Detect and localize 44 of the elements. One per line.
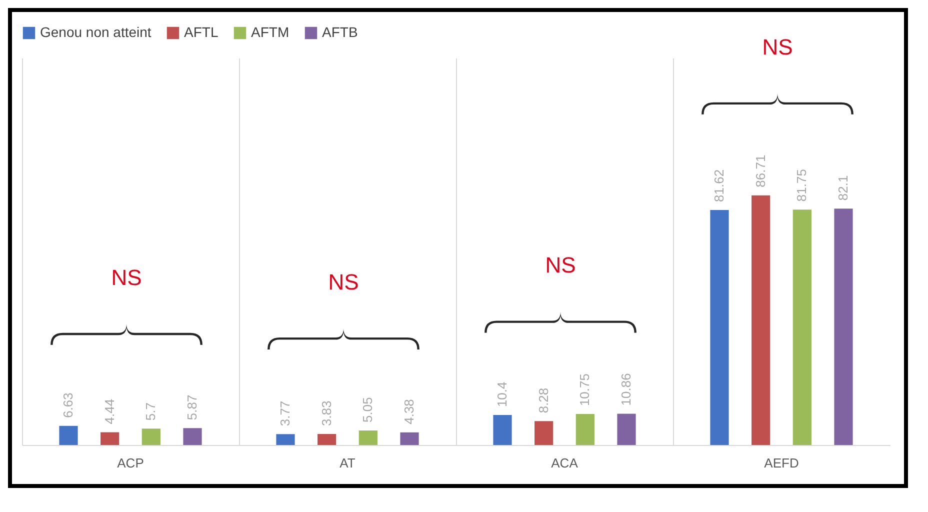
bar bbox=[400, 432, 419, 445]
data-label: 86.71 bbox=[752, 154, 768, 188]
annotation: NS bbox=[328, 269, 359, 294]
data-label: 8.28 bbox=[536, 388, 551, 414]
data-label: 5.7 bbox=[143, 402, 158, 421]
x-tick-label: ACP bbox=[117, 456, 144, 470]
bar bbox=[276, 434, 295, 445]
bar bbox=[710, 210, 729, 445]
bar bbox=[617, 414, 636, 445]
x-tick-label: ACA bbox=[551, 456, 578, 470]
bar bbox=[100, 432, 120, 445]
data-label: 3.83 bbox=[318, 400, 334, 426]
annotation: NS bbox=[111, 264, 142, 290]
data-label: 10.75 bbox=[577, 374, 592, 406]
bar bbox=[358, 430, 378, 445]
legend-label: Genou non atteint bbox=[40, 24, 152, 40]
data-label: 4.38 bbox=[402, 399, 416, 424]
bar bbox=[142, 428, 160, 445]
data-label: 81.62 bbox=[712, 169, 726, 202]
bar bbox=[534, 421, 554, 445]
data-label: 4.44 bbox=[102, 398, 117, 424]
data-label: 6.63 bbox=[60, 392, 76, 418]
bar bbox=[792, 210, 812, 445]
text: NS bbox=[762, 34, 793, 60]
bar bbox=[183, 428, 202, 445]
bar bbox=[59, 426, 78, 445]
legend-label: AFTL bbox=[184, 24, 218, 40]
bar bbox=[834, 208, 853, 445]
legend-label: AFTM bbox=[251, 24, 290, 40]
x-tick-label: AEFD bbox=[764, 456, 799, 470]
x-tick-label: AT bbox=[340, 456, 356, 470]
data-label: 10.4 bbox=[494, 382, 510, 408]
data-label: 81.75 bbox=[794, 169, 810, 202]
bar bbox=[493, 415, 512, 445]
bar bbox=[752, 195, 770, 445]
bar bbox=[576, 414, 594, 445]
data-label: 82.1 bbox=[836, 175, 850, 201]
legend-label: AFTB bbox=[322, 24, 358, 40]
bar bbox=[318, 434, 336, 445]
data-label: 10.86 bbox=[618, 373, 634, 406]
data-label: 3.77 bbox=[278, 400, 292, 426]
data-label: 5.05 bbox=[360, 397, 376, 422]
data-label: 5.87 bbox=[184, 394, 200, 420]
annotation: NS bbox=[545, 252, 576, 278]
